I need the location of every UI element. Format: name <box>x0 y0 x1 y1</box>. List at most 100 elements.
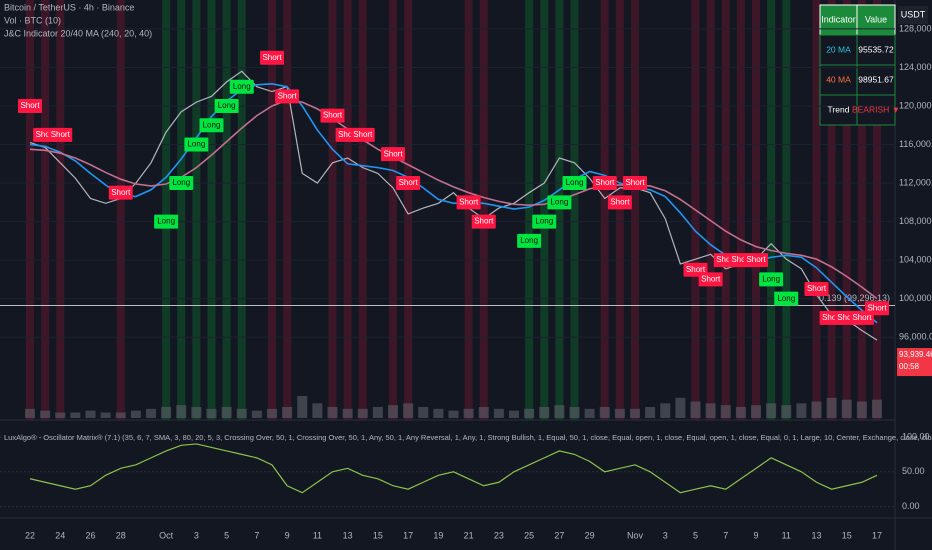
x-tick-label: 7 <box>723 530 728 540</box>
signal-label: Short <box>338 130 358 139</box>
trend-band <box>570 0 579 420</box>
volume-bar <box>388 405 398 418</box>
signal-box <box>623 176 647 191</box>
volume-bar <box>463 408 474 418</box>
trend-band <box>192 0 201 420</box>
volume-bar <box>448 410 459 418</box>
volume-bar <box>826 397 837 418</box>
x-tick-label: 11 <box>782 530 791 540</box>
series-line <box>29 443 878 494</box>
volume-bar <box>478 407 489 418</box>
signal-label: Short <box>686 265 706 274</box>
volume-bar <box>403 403 414 418</box>
volume-bar <box>161 407 172 418</box>
volume-bar <box>100 412 111 418</box>
x-tick-label: 3 <box>663 530 668 540</box>
y-tick-label: 96,000.00 <box>899 332 932 342</box>
signal-label: Short <box>36 130 56 139</box>
volume-bar <box>70 412 81 418</box>
y-tick-label: 100,000.00 <box>899 293 932 303</box>
trend-band <box>767 0 776 420</box>
indicator-legend: J&C Indicator 20/40 MA (240, 20, 40) <box>4 28 152 38</box>
trend-band <box>41 0 50 420</box>
volume-bar <box>25 408 35 418</box>
volume-bar <box>342 408 353 418</box>
trend-band <box>721 0 730 420</box>
volume-bar <box>251 410 262 418</box>
trend-band <box>555 0 564 420</box>
trend-band <box>525 0 534 420</box>
volume-bar <box>357 408 368 418</box>
signal-box <box>229 79 254 94</box>
signal-label: Short <box>595 178 615 187</box>
signal-label: Long <box>535 217 553 226</box>
signal-label: Short <box>474 217 494 226</box>
volume-bar <box>221 407 232 418</box>
last-price-box <box>897 348 932 377</box>
x-tick-label: 3 <box>194 530 199 540</box>
signal-label: Short <box>262 53 282 62</box>
table-header-cell <box>856 4 896 36</box>
trend-band <box>207 0 216 420</box>
volume-legend: Vol · BTC (10) <box>4 15 61 25</box>
trend-band <box>842 0 851 420</box>
y-tick-label: 100.00 <box>902 431 930 441</box>
trend-band <box>237 0 246 420</box>
signal-box <box>48 127 73 142</box>
signal-label: Short <box>837 313 857 322</box>
signal-box <box>456 195 481 210</box>
volume-bar <box>660 403 671 418</box>
y-tick-label: 108,000.00 <box>899 216 932 226</box>
signal-label: Long <box>566 178 584 187</box>
volume-bar <box>236 408 247 418</box>
currency[interactable]: USDT <box>901 9 926 19</box>
signal-label: Long <box>762 274 780 283</box>
trend-band <box>268 0 276 420</box>
volume-bar <box>327 407 338 418</box>
volume-bar <box>630 408 640 418</box>
y-tick-label: 128,000.00 <box>899 23 932 33</box>
last-price: 93,939.46 <box>899 350 932 359</box>
volume-bar <box>554 405 565 418</box>
signal-label: Short <box>323 111 343 120</box>
signal-box <box>275 89 300 104</box>
trend-band <box>857 0 866 420</box>
x-tick-label: 17 <box>872 530 882 540</box>
volume-bar <box>267 408 277 418</box>
volume-bar <box>872 399 882 418</box>
volume-bar <box>418 407 429 418</box>
signal-box <box>199 118 224 133</box>
trend-band <box>782 0 791 420</box>
x-tick-label: 13 <box>343 530 353 540</box>
trend-band <box>328 0 337 420</box>
signal-box <box>592 176 617 191</box>
signal-label: Short <box>867 303 887 312</box>
signal-label: Short <box>852 313 872 322</box>
volume-bar <box>206 408 217 418</box>
volume-bar <box>372 407 383 418</box>
symbol: Bitcoin / TetherUS · 4h · Binance <box>4 2 134 12</box>
trend-band <box>343 0 352 420</box>
volume-bar <box>841 399 852 418</box>
volume-bar <box>675 397 686 418</box>
x-tick-label: 19 <box>433 530 443 540</box>
volume-bar <box>524 408 535 418</box>
currency-box[interactable] <box>898 6 928 24</box>
signal-box <box>759 272 784 287</box>
signal-box <box>865 301 889 316</box>
signal-box <box>774 291 799 306</box>
volume-bar <box>584 408 595 418</box>
volume-bar <box>493 408 504 418</box>
trend-band <box>116 0 125 420</box>
volume-bar <box>146 408 156 418</box>
signal-label: Short <box>51 130 71 139</box>
signal-box <box>381 147 405 162</box>
y-tick-label: 50.00 <box>902 466 925 476</box>
volume-bar <box>297 396 308 418</box>
signal-box <box>320 108 345 123</box>
trend-band <box>600 0 609 420</box>
table-text: 20 MA <box>826 44 851 54</box>
volume-bar <box>539 407 550 418</box>
